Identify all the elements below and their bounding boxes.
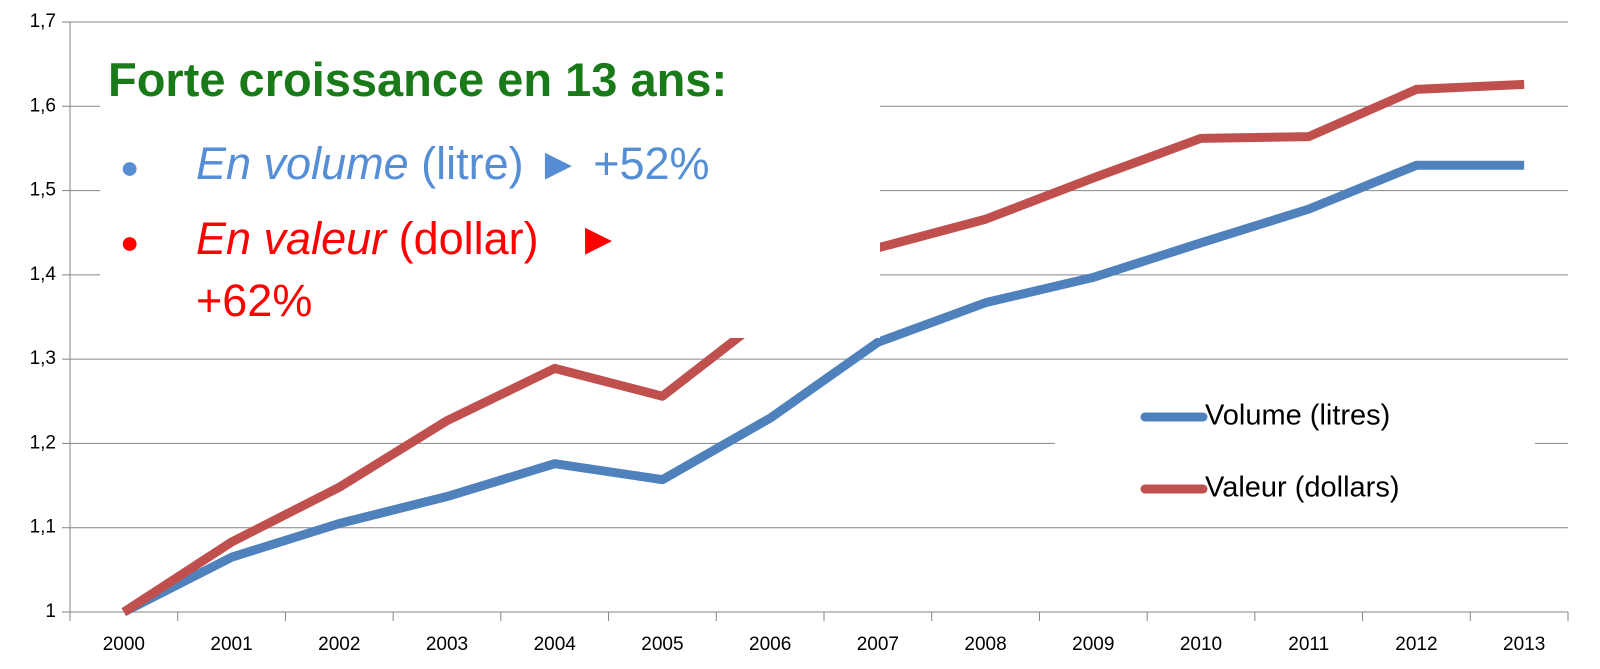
y-tick-label: 1	[45, 601, 56, 622]
x-tick-label: 2007	[857, 634, 899, 655]
x-tick-label: 2012	[1395, 634, 1437, 655]
x-tick-label: 2010	[1180, 634, 1222, 655]
annotation-item: ● En volume (litre) ► +52%	[120, 138, 710, 190]
y-tick-label: 1,1	[30, 517, 56, 538]
y-tick-label: 1,5	[30, 180, 56, 201]
legend-label: Valeur (dollars)	[1205, 472, 1399, 504]
annotation-box: Forte croissance en 13 ans: ● En volume (…	[100, 38, 880, 338]
annotation-title: Forte croissance en 13 ans:	[108, 53, 728, 106]
y-tick-label: 1,4	[30, 264, 57, 285]
x-tick-label: 2003	[426, 634, 468, 655]
x-tick-label: 2011	[1288, 634, 1329, 655]
x-tick-label: 2013	[1503, 634, 1545, 655]
unit: (litre)	[421, 138, 524, 189]
x-tick-label: 2000	[103, 634, 145, 655]
y-tick-label: 1,7	[30, 11, 56, 32]
x-tick-label: 2009	[1072, 634, 1114, 655]
x-tick-label: 2005	[641, 634, 683, 655]
y-tick-label: 1,2	[30, 432, 56, 453]
x-tick-label: 2006	[749, 634, 791, 655]
annotation-item: ● En valeur (dollar) ►	[120, 213, 621, 265]
arrow: ►	[536, 138, 581, 189]
change: +62%	[196, 275, 313, 326]
legend-box	[1055, 385, 1535, 525]
unit: (dollar)	[398, 213, 539, 264]
x-tick-label: 2001	[210, 634, 252, 655]
y-tick-label: 1,6	[30, 95, 56, 116]
bullet: ●	[120, 223, 140, 260]
change: +52%	[593, 138, 710, 189]
y-tick-label: 1,3	[30, 348, 56, 369]
x-tick-label: 2004	[534, 634, 577, 655]
emphasis: En volume	[196, 138, 409, 189]
x-tick-label: 2002	[318, 634, 360, 655]
data-line	[121, 160, 1525, 617]
bullet: ●	[120, 148, 140, 185]
emphasis: En valeur	[196, 213, 387, 264]
x-tick-label: 2008	[964, 634, 1006, 655]
legend-label: Volume (litres)	[1205, 400, 1390, 432]
arrow: ►	[576, 213, 621, 264]
